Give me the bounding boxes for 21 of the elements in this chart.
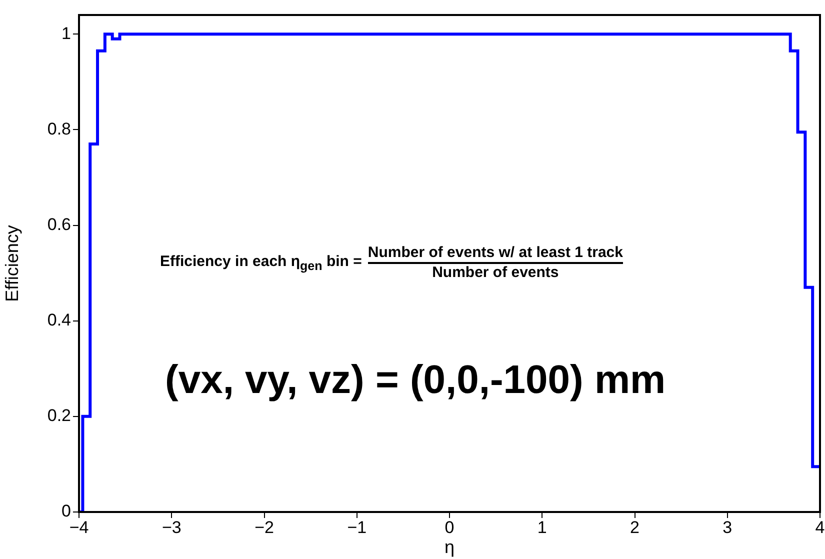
x-tick-label: −2 xyxy=(254,518,274,537)
annotation: (vx, vy, vz) = (0,0,-100) mm xyxy=(165,358,666,403)
x-tick-label: 0 xyxy=(444,518,454,537)
x-tick-label: 3 xyxy=(722,518,732,537)
annotation: Efficiency in each η$_{gen}$ bin = xyxy=(160,252,362,272)
y-tick-label: 0.2 xyxy=(47,406,71,426)
x-axis-title: η xyxy=(444,537,455,558)
y-tick-label: 0.8 xyxy=(47,119,71,138)
y-tick-label: 0.6 xyxy=(47,214,71,234)
annotation: Number of events w/ at least 1 track xyxy=(368,244,623,264)
y-tick-label: 0 xyxy=(62,502,71,521)
y-tick-label: 1 xyxy=(62,24,71,43)
x-tick-label: −1 xyxy=(347,518,367,537)
x-tick-label: −4 xyxy=(69,518,89,537)
x-tick-label: 4 xyxy=(815,518,825,537)
annotation: Number of events xyxy=(432,264,559,281)
x-tick-label: −3 xyxy=(162,518,182,537)
x-tick-label: 1 xyxy=(537,518,547,537)
y-tick-label: 0.4 xyxy=(47,310,71,330)
x-tick-label: 2 xyxy=(630,518,640,537)
y-axis-title: Efficiency xyxy=(2,225,22,302)
